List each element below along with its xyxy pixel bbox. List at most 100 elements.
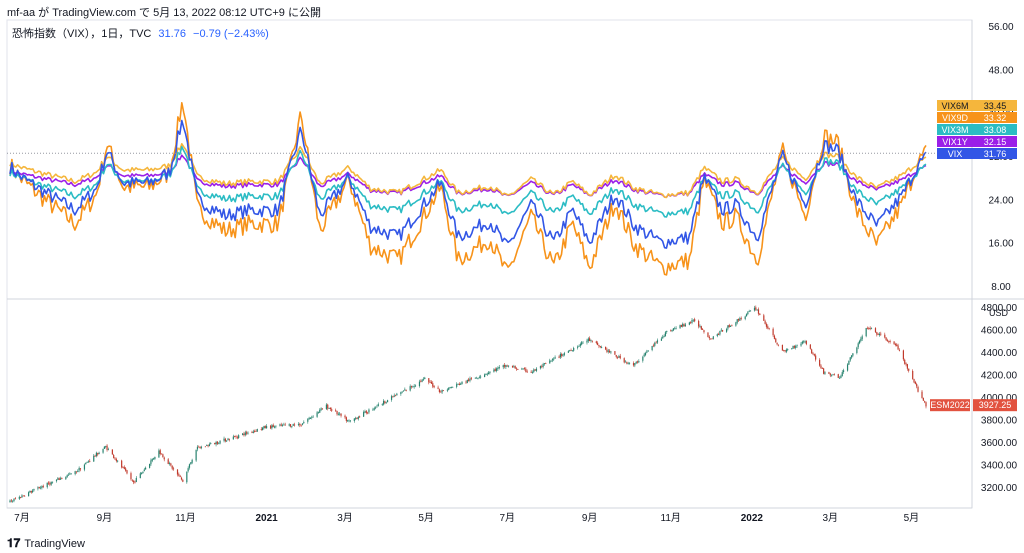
candle: [218, 442, 220, 445]
candle: [186, 471, 188, 484]
candle-body: [763, 315, 765, 321]
candle-body: [113, 454, 115, 459]
candle-body: [228, 438, 230, 440]
candle-body: [210, 443, 212, 444]
candle: [364, 409, 366, 414]
candle-body: [418, 381, 421, 387]
candle: [359, 415, 361, 418]
candle: [37, 486, 39, 491]
candle: [740, 316, 742, 321]
candle-body: [710, 338, 712, 340]
candle: [307, 418, 309, 424]
candle: [606, 347, 608, 354]
candle-body: [87, 461, 90, 463]
candle-body: [852, 353, 854, 356]
chart-canvas[interactable]: 56.0048.0040.0032.0024.0016.008.004800.0…: [0, 18, 1024, 530]
es-y-tick-label: 4800.00: [981, 303, 1018, 314]
brand-footer[interactable]: 𝟏𝟕 TradingView: [7, 536, 85, 551]
candle-body: [186, 471, 188, 483]
candle-body: [242, 433, 244, 436]
candle: [292, 423, 294, 426]
candle: [59, 476, 62, 480]
candle: [152, 457, 155, 460]
series-badge: VIX9D 33.32: [937, 112, 1017, 123]
candle-body: [495, 368, 498, 371]
candle: [227, 437, 229, 441]
candle: [158, 448, 160, 458]
tradingview-logo-icon: 𝟏𝟕: [7, 536, 21, 550]
candle-body: [168, 463, 171, 464]
candle-body: [382, 400, 385, 405]
candle-body: [573, 347, 575, 351]
candle: [319, 408, 321, 414]
candle-body: [316, 412, 318, 417]
candle-body: [791, 348, 793, 350]
candle-body: [869, 328, 871, 329]
candle: [711, 338, 713, 340]
candle-body: [608, 350, 611, 353]
candle: [647, 350, 649, 352]
candle: [837, 373, 839, 379]
candle-body: [531, 372, 534, 373]
candle-body: [223, 438, 225, 441]
candle: [747, 311, 749, 316]
candle-body: [737, 318, 740, 321]
candle: [861, 334, 863, 342]
candle-body: [712, 336, 714, 340]
candle: [228, 438, 230, 442]
candle-body: [756, 309, 758, 311]
candle: [595, 340, 597, 345]
series-badge-name: VIX1Y: [942, 137, 968, 147]
candle: [831, 374, 833, 377]
candle: [601, 345, 603, 349]
candle: [626, 361, 628, 365]
candle: [260, 427, 262, 431]
candle-body: [694, 319, 696, 322]
candle: [925, 401, 927, 409]
candle-body: [821, 368, 823, 370]
candle-body: [224, 438, 226, 442]
candle: [485, 373, 487, 376]
candle: [301, 423, 304, 426]
candle: [604, 346, 607, 351]
candle: [767, 324, 769, 330]
candle: [838, 376, 841, 379]
candle: [353, 418, 355, 423]
series-badge-value-bg: [973, 136, 1017, 147]
candle: [79, 468, 82, 472]
candle: [764, 319, 766, 325]
candle-body: [179, 475, 181, 478]
candle-body: [51, 481, 54, 483]
candle: [433, 385, 435, 389]
candle-body: [114, 458, 116, 460]
candle-body: [554, 357, 556, 359]
candle-body: [458, 383, 460, 385]
candle-body: [828, 372, 830, 374]
candle: [628, 362, 631, 365]
candle: [327, 403, 329, 411]
candle: [646, 349, 648, 354]
candle-body: [235, 436, 237, 437]
candle-body: [49, 483, 51, 485]
candle: [457, 383, 459, 385]
candle: [465, 380, 467, 384]
candle: [513, 364, 515, 368]
candle-body: [59, 478, 62, 480]
candle-body: [591, 340, 593, 342]
candle: [589, 336, 591, 342]
candle: [562, 353, 564, 358]
es-badge: ESM2022 3927.25: [930, 399, 1017, 412]
candle: [367, 411, 369, 415]
candle-body: [359, 416, 361, 418]
candle-body: [327, 404, 329, 409]
candle: [300, 424, 302, 427]
candle-body: [514, 366, 516, 369]
candle: [781, 344, 784, 351]
candle: [632, 361, 635, 367]
candle: [755, 305, 757, 311]
candle: [768, 327, 770, 331]
candle-body: [340, 413, 342, 416]
candle-body: [643, 354, 645, 357]
candle: [894, 342, 897, 347]
candle-body: [764, 321, 766, 324]
